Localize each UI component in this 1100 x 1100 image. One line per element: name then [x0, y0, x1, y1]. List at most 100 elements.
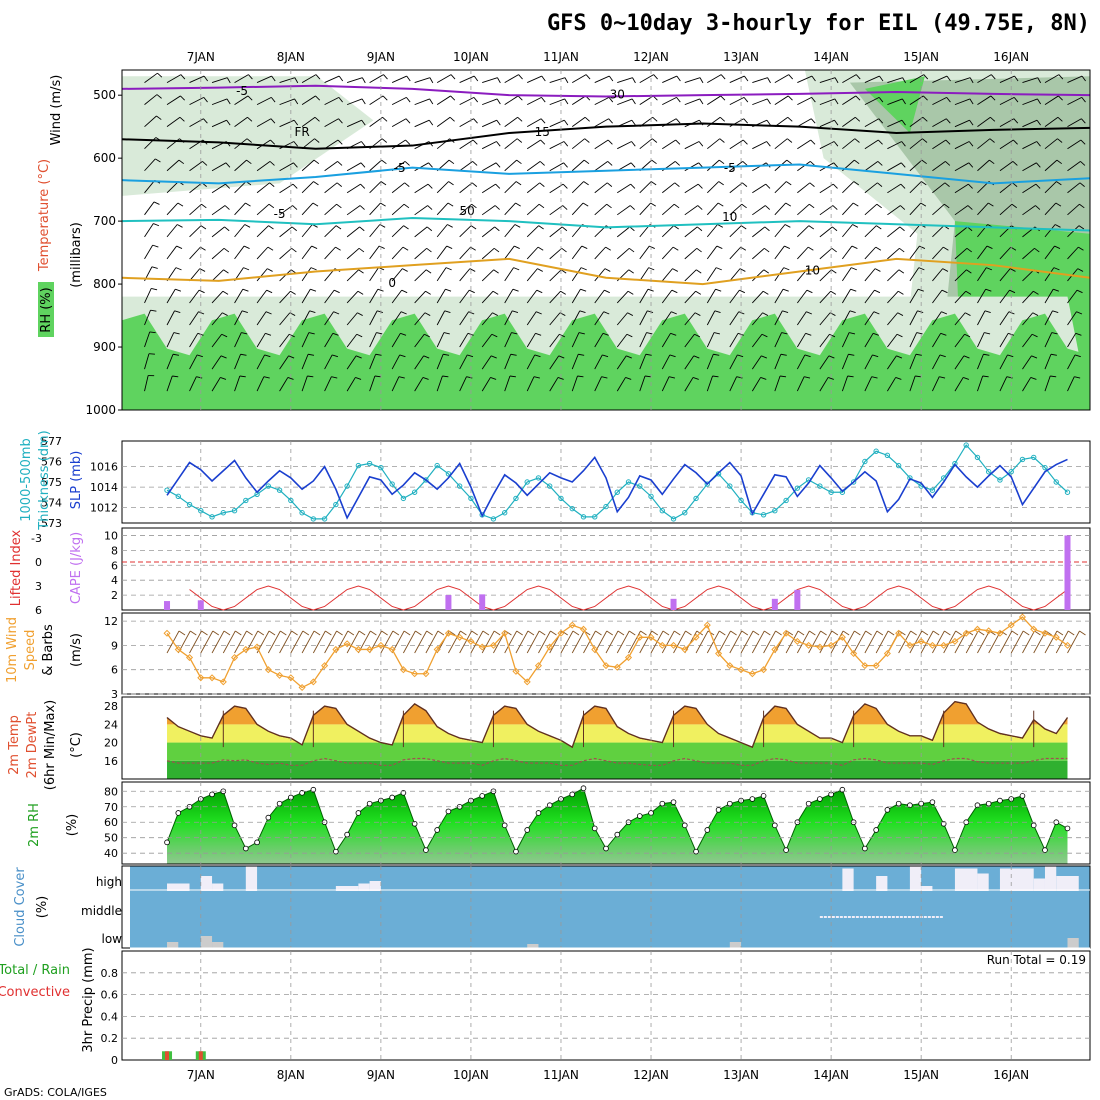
wind-barb-feather	[1037, 98, 1042, 105]
wind-barb-feather	[472, 139, 478, 145]
wind-barb	[391, 96, 407, 106]
wind-barb	[842, 202, 854, 216]
wind-barb	[639, 332, 647, 348]
wind10m-barb	[673, 630, 686, 654]
thickness-point	[929, 487, 936, 493]
ylabel-precip-convective: Convective	[0, 985, 70, 1000]
wind-barb	[774, 202, 786, 216]
wind-speed-point	[523, 678, 531, 686]
wind-barb	[234, 245, 245, 260]
wind-barb-feather	[895, 376, 902, 380]
wind10m-barb	[943, 630, 957, 654]
wind-barb-feather	[736, 376, 743, 379]
wind-barb	[166, 310, 175, 326]
cape-frame	[121, 527, 1091, 611]
wind-barb-feather	[470, 225, 477, 230]
wind-barb	[707, 95, 721, 106]
wind-barb	[797, 118, 812, 128]
wind10m-barb	[977, 630, 990, 654]
wind-barb-feather	[559, 333, 565, 338]
wind-barb-feather	[200, 246, 206, 251]
pressure-tick: 700	[93, 214, 116, 228]
wind10m-barb-feather	[257, 630, 265, 636]
wind-barb	[1044, 310, 1053, 326]
wind-barb-feather	[357, 312, 363, 316]
wind10m-barb	[751, 630, 765, 654]
wind-barb-feather	[401, 289, 408, 294]
wind-barb-feather	[915, 353, 922, 356]
wind-barb	[481, 226, 496, 238]
wind-barb-feather	[878, 118, 884, 124]
wind-barb	[1067, 118, 1082, 128]
wind-barb	[504, 267, 514, 282]
wind-barb-feather	[627, 290, 634, 295]
wind-barb	[1044, 138, 1058, 150]
wind-barb-feather	[969, 119, 974, 126]
wind-barb	[459, 354, 468, 370]
wind-barb	[324, 333, 334, 348]
wind-barb	[144, 244, 154, 260]
wind-speed-point	[422, 670, 430, 678]
wind-barb	[819, 141, 835, 150]
wind-barb	[954, 312, 966, 326]
wind-barb	[707, 116, 721, 128]
wind-barb-feather	[426, 226, 433, 232]
wind10m-barb-feather	[482, 630, 490, 636]
wind-barb	[301, 310, 310, 326]
ylabel-precip: 3hr Precip (mm)	[81, 947, 96, 1052]
wind-barb	[369, 310, 378, 326]
wind-speed-point	[681, 645, 689, 653]
wind-barb	[909, 375, 916, 392]
wind-barb-feather	[631, 98, 636, 105]
wind-barb	[211, 205, 226, 216]
wind-barb-feather	[380, 202, 386, 207]
wind-barb	[391, 75, 407, 84]
wind-barb	[796, 333, 806, 348]
wind-barb-feather	[445, 267, 452, 271]
wind-barb	[166, 74, 182, 83]
thickness-point	[895, 462, 902, 469]
wind10m-barb	[391, 630, 405, 654]
cape-tick: 8	[111, 544, 118, 557]
wind-barb	[706, 202, 719, 216]
wind-barb	[594, 354, 603, 370]
wind-barb	[932, 268, 943, 282]
wind-barb-feather	[761, 333, 768, 338]
wind-barb	[864, 333, 874, 348]
wind-barb-feather	[986, 267, 993, 271]
wind-barb-feather	[406, 75, 411, 82]
wind-barb	[436, 375, 443, 392]
wind-barb-feather	[966, 247, 973, 253]
wind-barb	[369, 116, 383, 128]
wind-barb	[594, 376, 602, 392]
wind-barb-feather	[806, 311, 813, 315]
wind10m-barb	[853, 630, 867, 654]
wind-barb-feather	[361, 141, 366, 147]
wind-barb-feather	[315, 74, 321, 80]
thickness-point	[265, 483, 272, 489]
wind-barb	[256, 311, 267, 326]
wind-barb-feather	[1052, 310, 1059, 313]
wind-barb-feather	[1036, 119, 1041, 126]
wind-barb-feather	[403, 225, 409, 230]
wind-barb-feather	[1032, 312, 1039, 316]
thickness-point	[614, 489, 620, 495]
wind-barb-feather	[781, 332, 788, 335]
wind-barb	[144, 115, 157, 128]
wind-barb-feather	[1009, 268, 1016, 272]
cloud-high-block	[1044, 866, 1057, 891]
wind-barb	[279, 226, 293, 238]
wind-barb	[414, 119, 430, 128]
thickness-point	[456, 483, 463, 489]
wind-barb-feather	[608, 118, 613, 124]
cloud-high-block	[876, 876, 888, 891]
wind-barb	[324, 118, 339, 128]
wind-barb	[481, 205, 496, 216]
wind-barb-feather	[646, 332, 653, 335]
wind10m-barb-feather	[651, 630, 659, 636]
wind-barb	[819, 205, 834, 216]
wind-barb	[301, 74, 317, 83]
wind10m-barb-feather	[381, 630, 388, 636]
wind-barb-feather	[946, 75, 951, 82]
